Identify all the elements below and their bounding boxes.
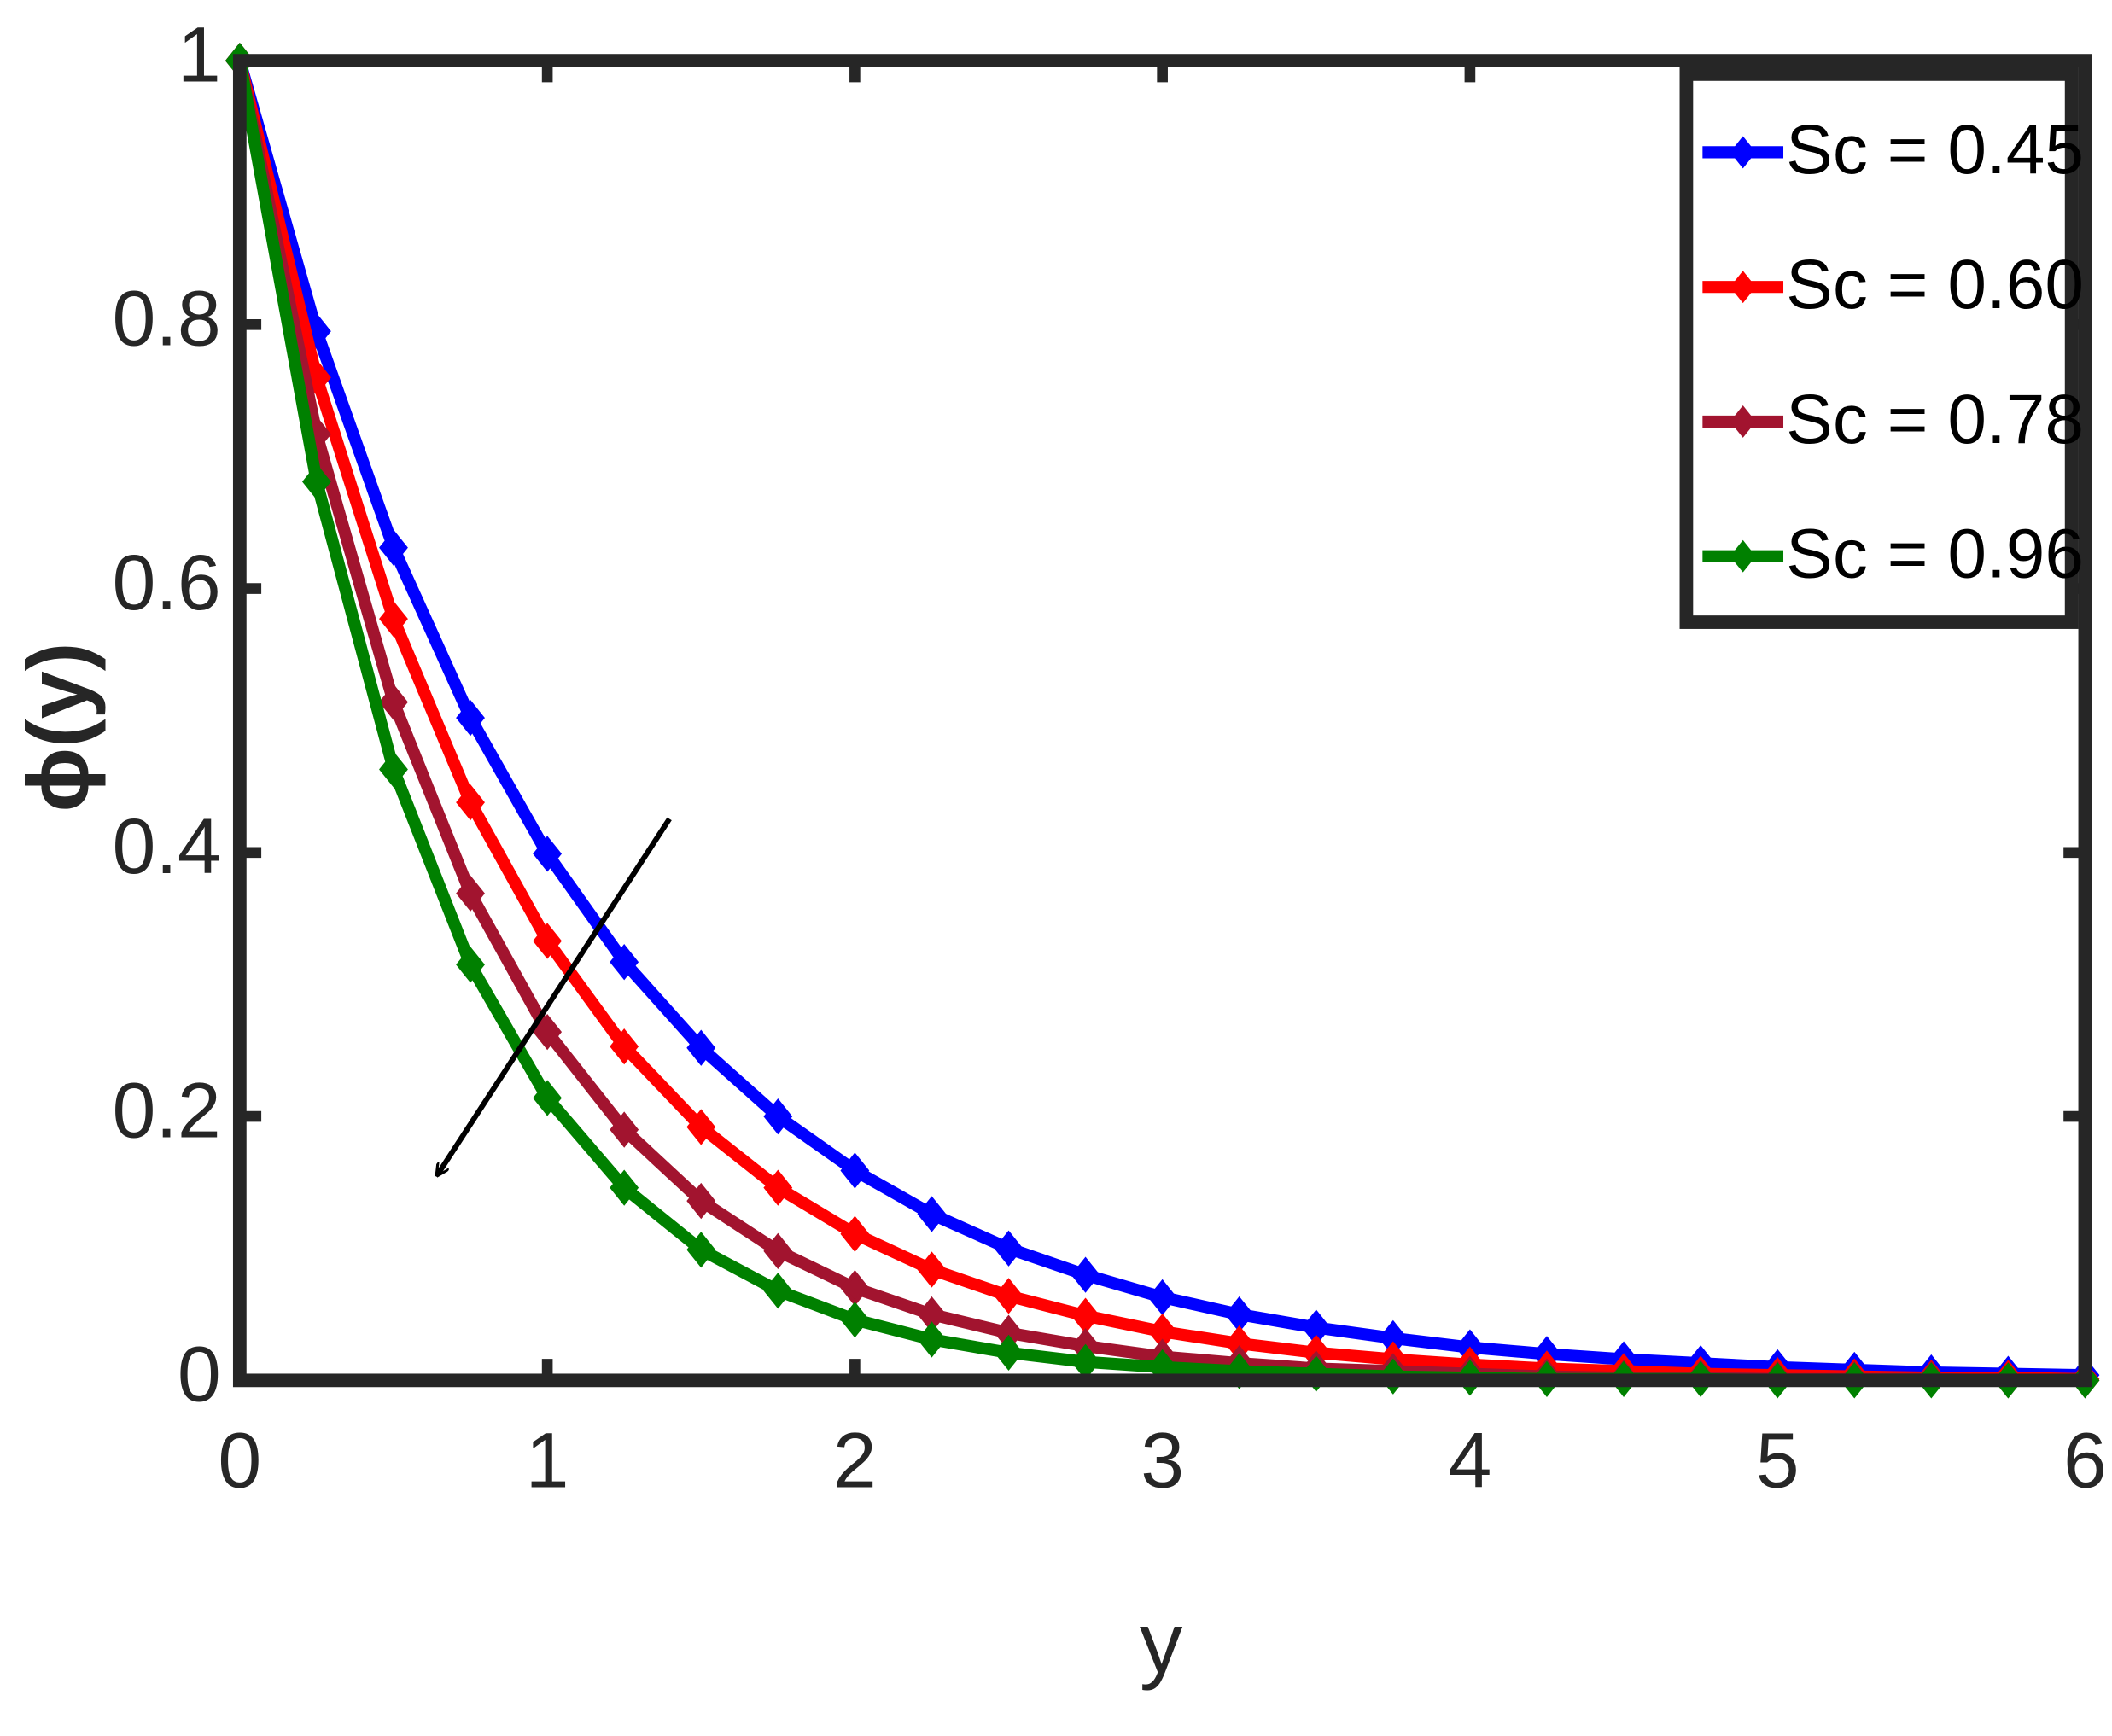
legend-marker: [1730, 539, 1756, 573]
y-tick-label: 1: [178, 11, 221, 98]
point: [456, 947, 485, 983]
point: [994, 1230, 1024, 1267]
point: [379, 529, 408, 566]
axes-box: [232, 54, 2092, 1388]
point: [456, 875, 485, 912]
point: [994, 1334, 1024, 1372]
point: [533, 836, 563, 872]
point: [763, 1273, 793, 1309]
legend-marker: [1730, 271, 1756, 304]
point: [533, 1014, 563, 1051]
point: [533, 1080, 563, 1116]
legend-label: Sc = 0.45: [1786, 111, 2084, 189]
point: [379, 684, 408, 720]
point: [1071, 1256, 1100, 1293]
point: [686, 1232, 716, 1268]
point: [1147, 1279, 1177, 1316]
y-tick-label: 0.8: [113, 276, 221, 363]
point: [994, 1278, 1024, 1314]
point: [763, 1169, 793, 1206]
point: [840, 1302, 870, 1338]
point: [610, 1111, 639, 1148]
point: [763, 1098, 793, 1135]
x-tick-label: 2: [833, 1418, 877, 1505]
point: [917, 1251, 947, 1288]
y-tick-label: 0.4: [113, 803, 221, 890]
point: [763, 1232, 793, 1269]
x-tick-label: 3: [1141, 1418, 1184, 1505]
x-tick-label: 0: [218, 1418, 261, 1505]
x-tick-label: 5: [1756, 1418, 1800, 1505]
point: [917, 1321, 947, 1358]
x-axis-label: y: [1140, 1596, 1183, 1692]
point: [533, 923, 563, 959]
point: [1071, 1297, 1100, 1334]
point: [456, 699, 485, 737]
point: [456, 784, 485, 821]
point: [610, 1028, 639, 1065]
x-tick-label: 6: [2063, 1418, 2107, 1505]
x-tick-label: 4: [1448, 1418, 1491, 1505]
x-tick-label: 1: [526, 1418, 569, 1505]
annotation-arrow: [438, 817, 672, 1174]
y-tick-label: 0: [178, 1331, 221, 1419]
legend-marker: [1730, 405, 1756, 438]
y-axis-label: ϕ(y): [10, 643, 106, 813]
point: [301, 463, 331, 500]
point: [686, 1029, 716, 1066]
y-tick-label: 0.2: [113, 1067, 221, 1154]
point: [686, 1109, 716, 1145]
point: [379, 751, 408, 788]
legend-label: Sc = 0.60: [1786, 246, 2084, 323]
point: [840, 1152, 870, 1189]
legend-box: [1679, 67, 2079, 629]
point: [610, 944, 639, 981]
point: [917, 1196, 947, 1232]
point: [379, 601, 408, 638]
legend-label: Sc = 0.78: [1786, 381, 2084, 458]
legend-label: Sc = 0.96: [1786, 516, 2084, 593]
point: [610, 1169, 639, 1206]
point: [840, 1215, 870, 1252]
point: [1224, 1296, 1254, 1333]
point: [686, 1182, 716, 1220]
legend-marker: [1730, 136, 1756, 169]
y-tick-label: 0.6: [113, 539, 221, 626]
